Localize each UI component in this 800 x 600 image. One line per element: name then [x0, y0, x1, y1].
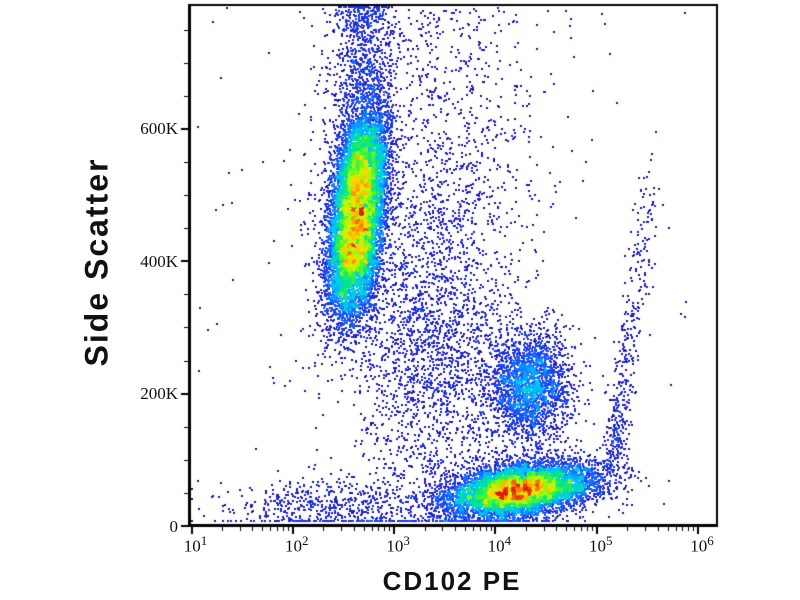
- x-axis-title: CD102 PE: [382, 566, 522, 596]
- y-tick-label: 600K: [140, 119, 178, 139]
- x-tick-label: 106: [690, 533, 714, 556]
- x-tick-label: 105: [588, 533, 613, 556]
- y-tick-label: 400K: [140, 251, 178, 271]
- x-tick-label: 103: [386, 533, 410, 556]
- y-tick-label: 200K: [140, 384, 178, 404]
- x-tick-label: 104: [487, 533, 512, 556]
- y-tick-label: 0: [169, 516, 179, 536]
- x-tick-label: 101: [183, 533, 208, 556]
- x-tick-label: 102: [285, 533, 309, 556]
